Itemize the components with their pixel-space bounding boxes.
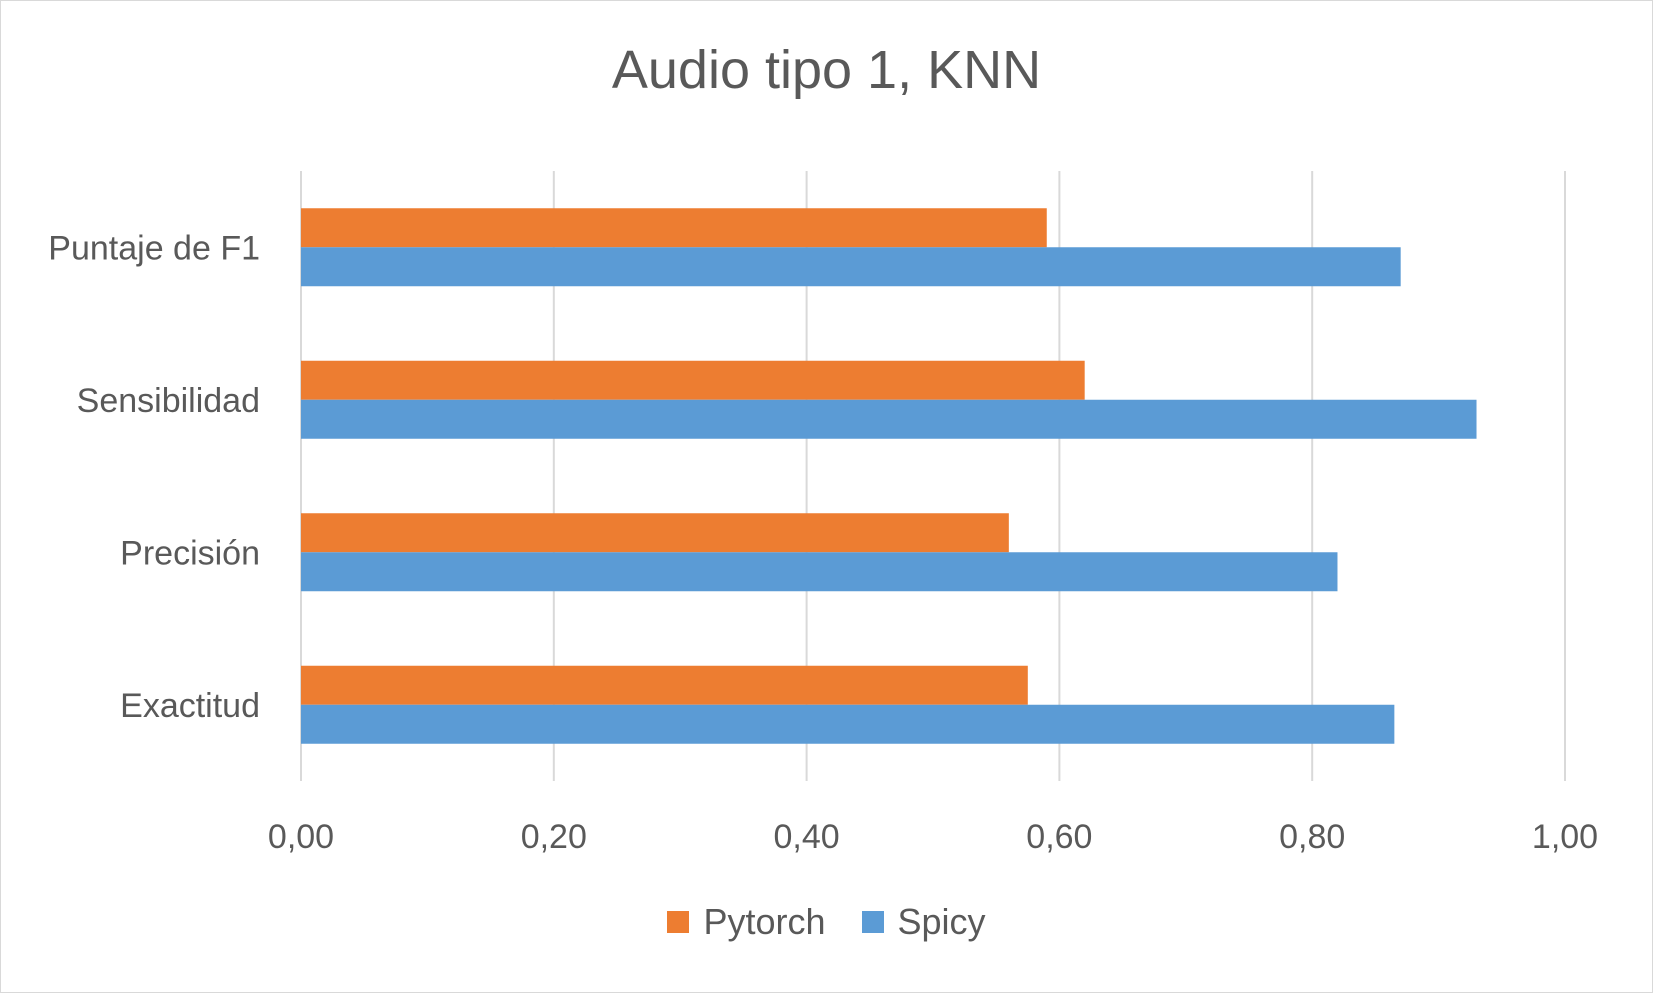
bar-spicy-3: [301, 704, 1395, 744]
x-tick-label: 1,00: [1532, 818, 1598, 856]
x-tick-label: 0,00: [268, 818, 334, 856]
x-tick-label: 0,80: [1279, 818, 1345, 856]
category-label: Puntaje de F1: [48, 229, 260, 267]
x-tick-label: 0,20: [521, 818, 587, 856]
bar-spicy-1: [301, 399, 1477, 439]
legend-label-pytorch: Pytorch: [703, 901, 826, 942]
bar-spicy-2: [301, 552, 1338, 592]
legend-label-spicy: Spicy: [897, 901, 986, 942]
x-tick-label: 0,40: [774, 818, 840, 856]
legend-swatch-spicy: [861, 911, 884, 933]
chart-title: Audio tipo 1, KNN: [611, 40, 1042, 100]
bar-spicy-0: [301, 247, 1401, 287]
bar-pytorch-1: [301, 360, 1085, 400]
chart-legend: Pytorch Spicy: [1, 901, 1652, 943]
category-label: Precisión: [120, 534, 260, 572]
x-tick-label: 0,60: [1026, 818, 1092, 856]
legend-swatch-pytorch: [667, 911, 690, 933]
category-label: Exactitud: [120, 687, 260, 725]
legend-item-spicy: Spicy: [861, 901, 986, 943]
bar-pytorch-2: [301, 513, 1009, 553]
legend-item-pytorch: Pytorch: [667, 901, 826, 943]
bar-pytorch-3: [301, 665, 1028, 705]
category-label: Sensibilidad: [77, 382, 260, 420]
bar-pytorch-0: [301, 208, 1047, 248]
